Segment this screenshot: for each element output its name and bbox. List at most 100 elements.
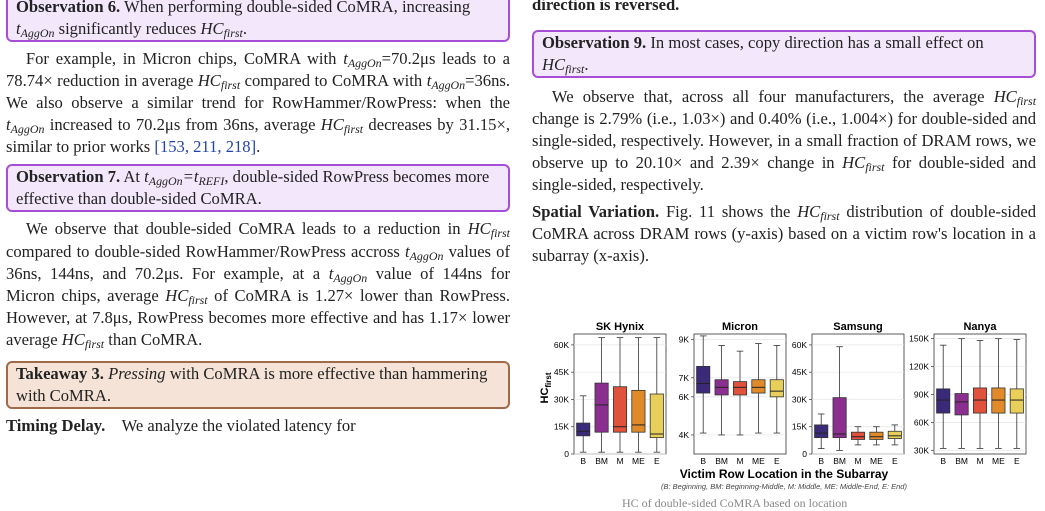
box-ME (991, 338, 1006, 449)
box-M (612, 337, 628, 453)
panel-sk-hynix: SK Hynix 0 15K 30K 45K 60K B BM M ME E (554, 321, 667, 466)
left-column: Observation 6. When performing double-si… (6, 0, 510, 437)
x-tick-label: B (700, 456, 706, 466)
y-tick-label: 30K (792, 394, 807, 404)
x-tick-label: BM (595, 456, 608, 466)
box-M (850, 426, 866, 446)
takeaway-3-box: Takeaway 3. Pressing with CoMRA is more … (6, 361, 510, 410)
figure-caption-partial: HC of double-sided CoMRA based on locati… (622, 496, 848, 510)
box-B (814, 413, 829, 449)
y-tick-label: 30K (554, 394, 569, 404)
box-body (832, 397, 847, 439)
x-axis-note: (B: Beginning, BM: Beginning-Middle, M: … (661, 482, 907, 491)
y-tick-label: 60K (792, 340, 807, 350)
box-body (612, 386, 628, 433)
y-axis-label: HCfirst (539, 372, 553, 403)
panel-title: Nanya (963, 321, 997, 333)
panel-title: SK Hynix (596, 321, 645, 333)
x-tick-label: E (1014, 456, 1020, 466)
box-body (631, 389, 646, 433)
x-tick-label: ME (992, 456, 1005, 466)
y-tick-label: 6K (679, 392, 690, 402)
box-ME (751, 343, 766, 434)
x-tick-label: B (580, 456, 586, 466)
x-tick-label: E (774, 456, 780, 466)
box-body (850, 431, 866, 440)
box-E (1009, 339, 1024, 449)
box-BM (594, 337, 609, 453)
observation-6-box: Observation 6. When performing double-si… (6, 0, 510, 42)
box-body (769, 379, 784, 398)
x-tick-label: B (940, 456, 946, 466)
box-body (814, 424, 829, 439)
box-BM (832, 346, 847, 451)
y-tick-label: 15K (554, 422, 569, 432)
box-B (936, 344, 951, 449)
y-tick-label: 120K (909, 362, 929, 372)
observation-7-box: Observation 7. At tAggOn=tREFI, double-s… (6, 164, 510, 213)
box-ME (631, 337, 646, 453)
paragraph-rowpress-comparison: We observe that double-sided CoMRA leads… (6, 219, 511, 351)
box-body (936, 388, 951, 414)
observation-6-label: Observation 6. (16, 0, 121, 16)
box-body (869, 431, 884, 440)
x-tick-label: ME (870, 456, 883, 466)
box-M (972, 340, 988, 449)
x-tick-label: M (616, 456, 623, 466)
box-BM (714, 345, 729, 436)
panel-frame (933, 333, 1027, 455)
x-tick-label: ME (752, 456, 765, 466)
paragraph-copy-direction: We observe that, across all four manufac… (532, 87, 1037, 195)
y-tick-label: 150K (909, 334, 929, 344)
timing-delay-paragraph: Timing Delay. We analyze the violated la… (6, 416, 356, 436)
panel-frame (693, 333, 787, 455)
y-tick-label: 7K (679, 373, 690, 383)
box-body (732, 381, 748, 396)
y-tick-label: 0 (802, 449, 807, 459)
x-tick-label: M (854, 456, 861, 466)
panel-samsung: Samsung 0 15K 30K 45K 60K B BM M ME E (792, 321, 905, 466)
box-body (594, 382, 609, 433)
box-M (732, 350, 748, 436)
panel-micron: Micron 4K 6K 7K 9K B BM M ME E (679, 321, 787, 466)
box-body (696, 365, 711, 394)
y-tick-label: 45K (554, 367, 569, 377)
box-BM (954, 338, 969, 449)
y-tick-label: 45K (792, 367, 807, 377)
x-tick-label: BM (955, 456, 968, 466)
box-B (576, 395, 591, 453)
right-column: direction is reversed. Observation 9. In… (532, 0, 1036, 267)
box-E (887, 424, 902, 446)
x-tick-label: B (818, 456, 824, 466)
y-tick-label: 30K (914, 445, 929, 455)
observation-9-box: Observation 9. In most cases, copy direc… (532, 30, 1036, 79)
box-B (696, 335, 711, 434)
box-E (649, 337, 664, 453)
y-tick-label: 90K (914, 389, 929, 399)
x-tick-label: BM (715, 456, 728, 466)
panel-title: Samsung (833, 321, 883, 333)
x-tick-label: ME (632, 456, 645, 466)
panel-title: Micron (722, 321, 758, 333)
box-body (954, 393, 969, 416)
y-tick-label: 4K (679, 430, 690, 440)
y-tick-label: 60K (554, 340, 569, 350)
x-tick-label: E (892, 456, 898, 466)
box-body (887, 430, 902, 439)
box-body (649, 393, 664, 439)
x-axis-label: Victim Row Location in the Subarray (680, 467, 889, 481)
y-tick-label: 9K (679, 335, 690, 345)
y-tick-label: 0 (564, 449, 569, 459)
x-tick-label: E (654, 456, 660, 466)
x-tick-label: BM (833, 456, 846, 466)
y-tick-label: 15K (792, 422, 807, 432)
y-tick-label: 60K (914, 417, 929, 427)
paragraph-micron-example: For example, in Micron chips, CoMRA with… (6, 49, 511, 157)
citation-link[interactable]: [153, 211, 218] (154, 137, 257, 157)
reversed-direction-text: direction is reversed. (532, 0, 680, 14)
box-ME (869, 426, 884, 446)
box-body (576, 422, 591, 437)
box-body (1009, 388, 1024, 414)
panel-nanya: Nanya 30K 60K 90K 120K 150K B BM M ME E (909, 321, 1027, 466)
